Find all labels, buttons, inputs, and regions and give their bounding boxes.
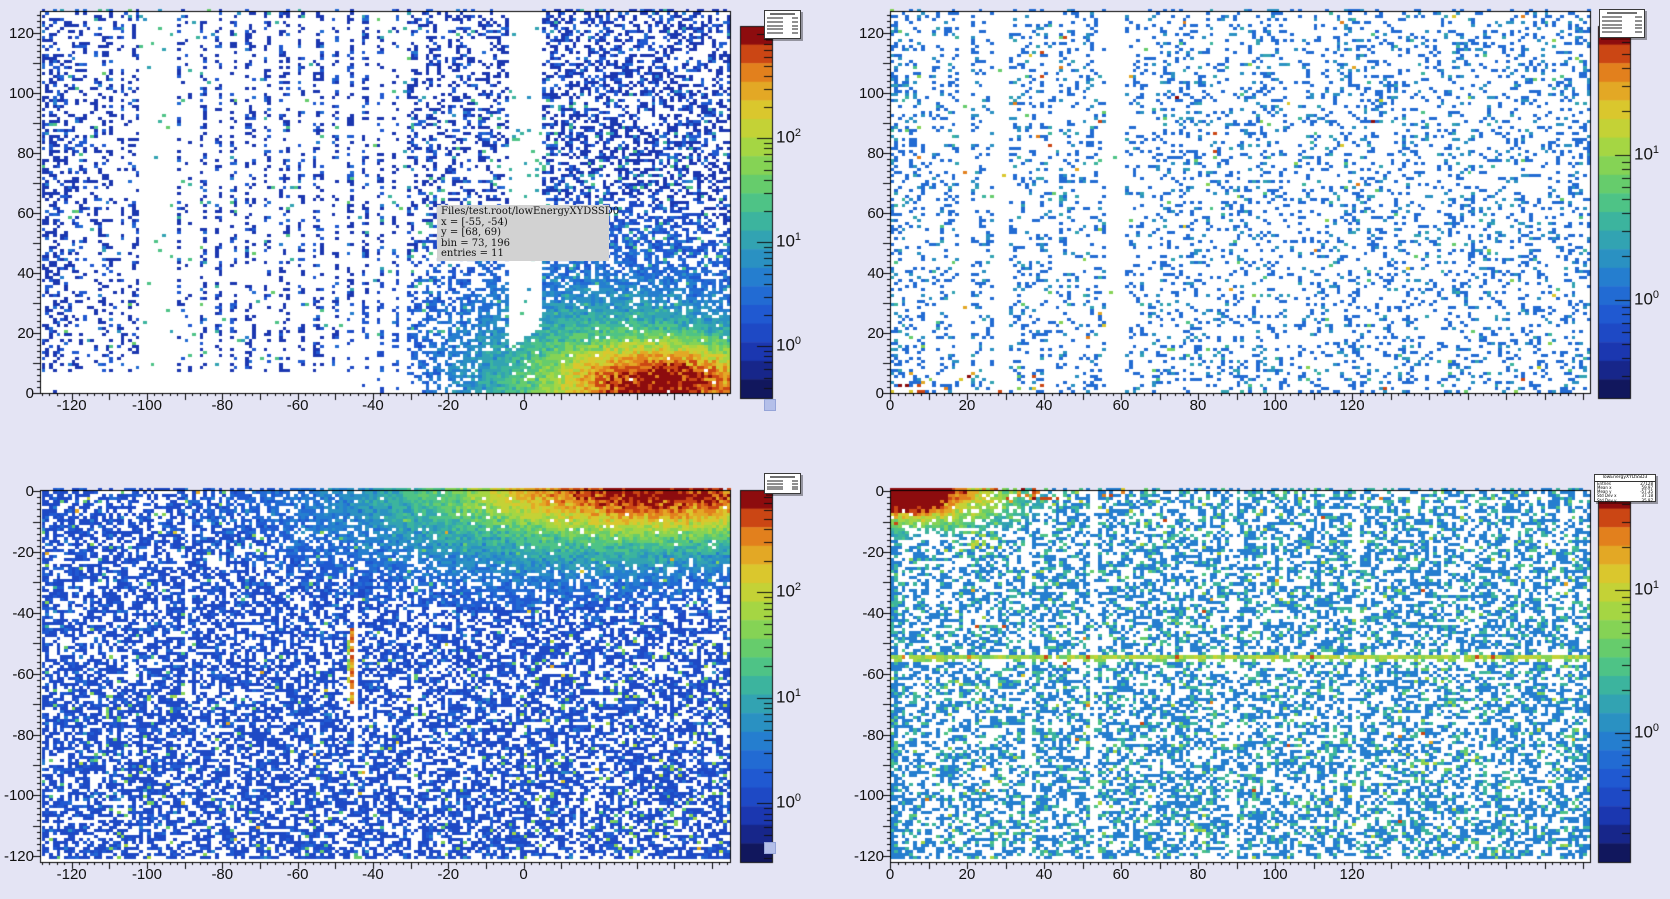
stats-row: Std Dev x 37.18	[1595, 493, 1655, 499]
stats-row-value-line	[792, 32, 798, 35]
stats-row-label: Std Dev x	[1597, 493, 1617, 499]
stats-row-value-line	[1634, 31, 1642, 34]
pad-top-right-histogram[interactable]	[835, 0, 1670, 449]
stats-box[interactable]	[764, 10, 801, 39]
stats-row-label-line	[767, 24, 783, 27]
stats-row-value-line	[1634, 19, 1642, 22]
pad-resize-marker[interactable]	[764, 399, 776, 411]
pad-bottom-right-histogram[interactable]	[835, 449, 1670, 899]
stats-row-label: Mean y	[1597, 489, 1612, 495]
stats-row-label-line	[767, 485, 783, 488]
stats-row-label-line	[767, 32, 783, 35]
stats-row-label-line	[767, 480, 783, 482]
stats-title-line	[770, 13, 795, 15]
stats-row: Std Dev y 35.97	[1595, 497, 1655, 503]
stats-row-value-line	[1634, 16, 1642, 18]
pad-bottom-left-histogram[interactable]	[0, 449, 835, 899]
stats-row-value-line	[792, 17, 798, 19]
stats-row-label-line	[767, 488, 783, 491]
stats-row: Mean y -57.35	[1595, 489, 1655, 495]
stats-box[interactable]	[1599, 9, 1645, 38]
stats-row-label-line	[1602, 27, 1622, 30]
stats-row-label-line	[1602, 31, 1622, 34]
stats-row-value: 27128	[1640, 480, 1653, 486]
stats-row-value: -57.35	[1640, 489, 1653, 495]
stats-box[interactable]	[764, 473, 801, 494]
stats-row-value: 37.18	[1641, 493, 1653, 499]
stats-row: Mean x 59.97	[1595, 484, 1655, 490]
bin-tooltip: Files/test.root/lowEnergyXYDSSD0 x = [-5…	[437, 205, 620, 261]
stats-row-label: Std Dev y	[1597, 497, 1617, 503]
stats-title: lowEnergyXYDSSD3	[1595, 475, 1655, 482]
stats-row-value: 35.97	[1641, 497, 1653, 503]
stats-box-detailed[interactable]: lowEnergyXYDSSD3 Entries 27128 Mean x 59.97 M…	[1594, 474, 1656, 502]
stats-row-value-line	[792, 28, 798, 31]
stats-row-value-line	[1634, 23, 1642, 26]
stats-row-label: Mean x	[1597, 484, 1612, 490]
stats-row-value: 59.97	[1641, 484, 1653, 490]
stats-row-label-line	[1602, 23, 1622, 26]
stats-row-label-line	[767, 17, 783, 19]
stats-row-value-line	[792, 20, 798, 23]
stats-row: Entries 27128	[1595, 480, 1655, 486]
stats-row-value-line	[792, 482, 798, 485]
pad-resize-marker[interactable]	[764, 842, 776, 854]
stats-row-value-line	[1634, 27, 1642, 30]
tooltip-title: Files/test.root/lowEnergyXYDSSD0	[441, 206, 620, 217]
pad-top-left-histogram[interactable]	[0, 0, 835, 449]
tooltip-x-range: x = [-55, -54)	[441, 216, 508, 228]
stats-row-label-line	[767, 28, 783, 31]
stats-row-label-line	[1602, 16, 1622, 18]
stats-row-label-line	[767, 20, 783, 23]
stats-row-label-line	[1602, 19, 1622, 22]
stats-row-value-line	[792, 480, 798, 482]
stats-row-label-line	[767, 482, 783, 485]
tooltip-bin: bin = 73, 196	[441, 237, 510, 249]
stats-row-value-line	[792, 488, 798, 491]
stats-title-line	[1606, 12, 1638, 14]
tooltip-entries: entries = 11	[441, 248, 504, 259]
tooltip-y-range: y = [68, 69)	[441, 227, 501, 238]
stats-row-label: Entries	[1597, 480, 1611, 486]
stats-row-value-line	[792, 24, 798, 27]
stats-row-value-line	[792, 485, 798, 488]
stats-title-line	[770, 476, 795, 478]
